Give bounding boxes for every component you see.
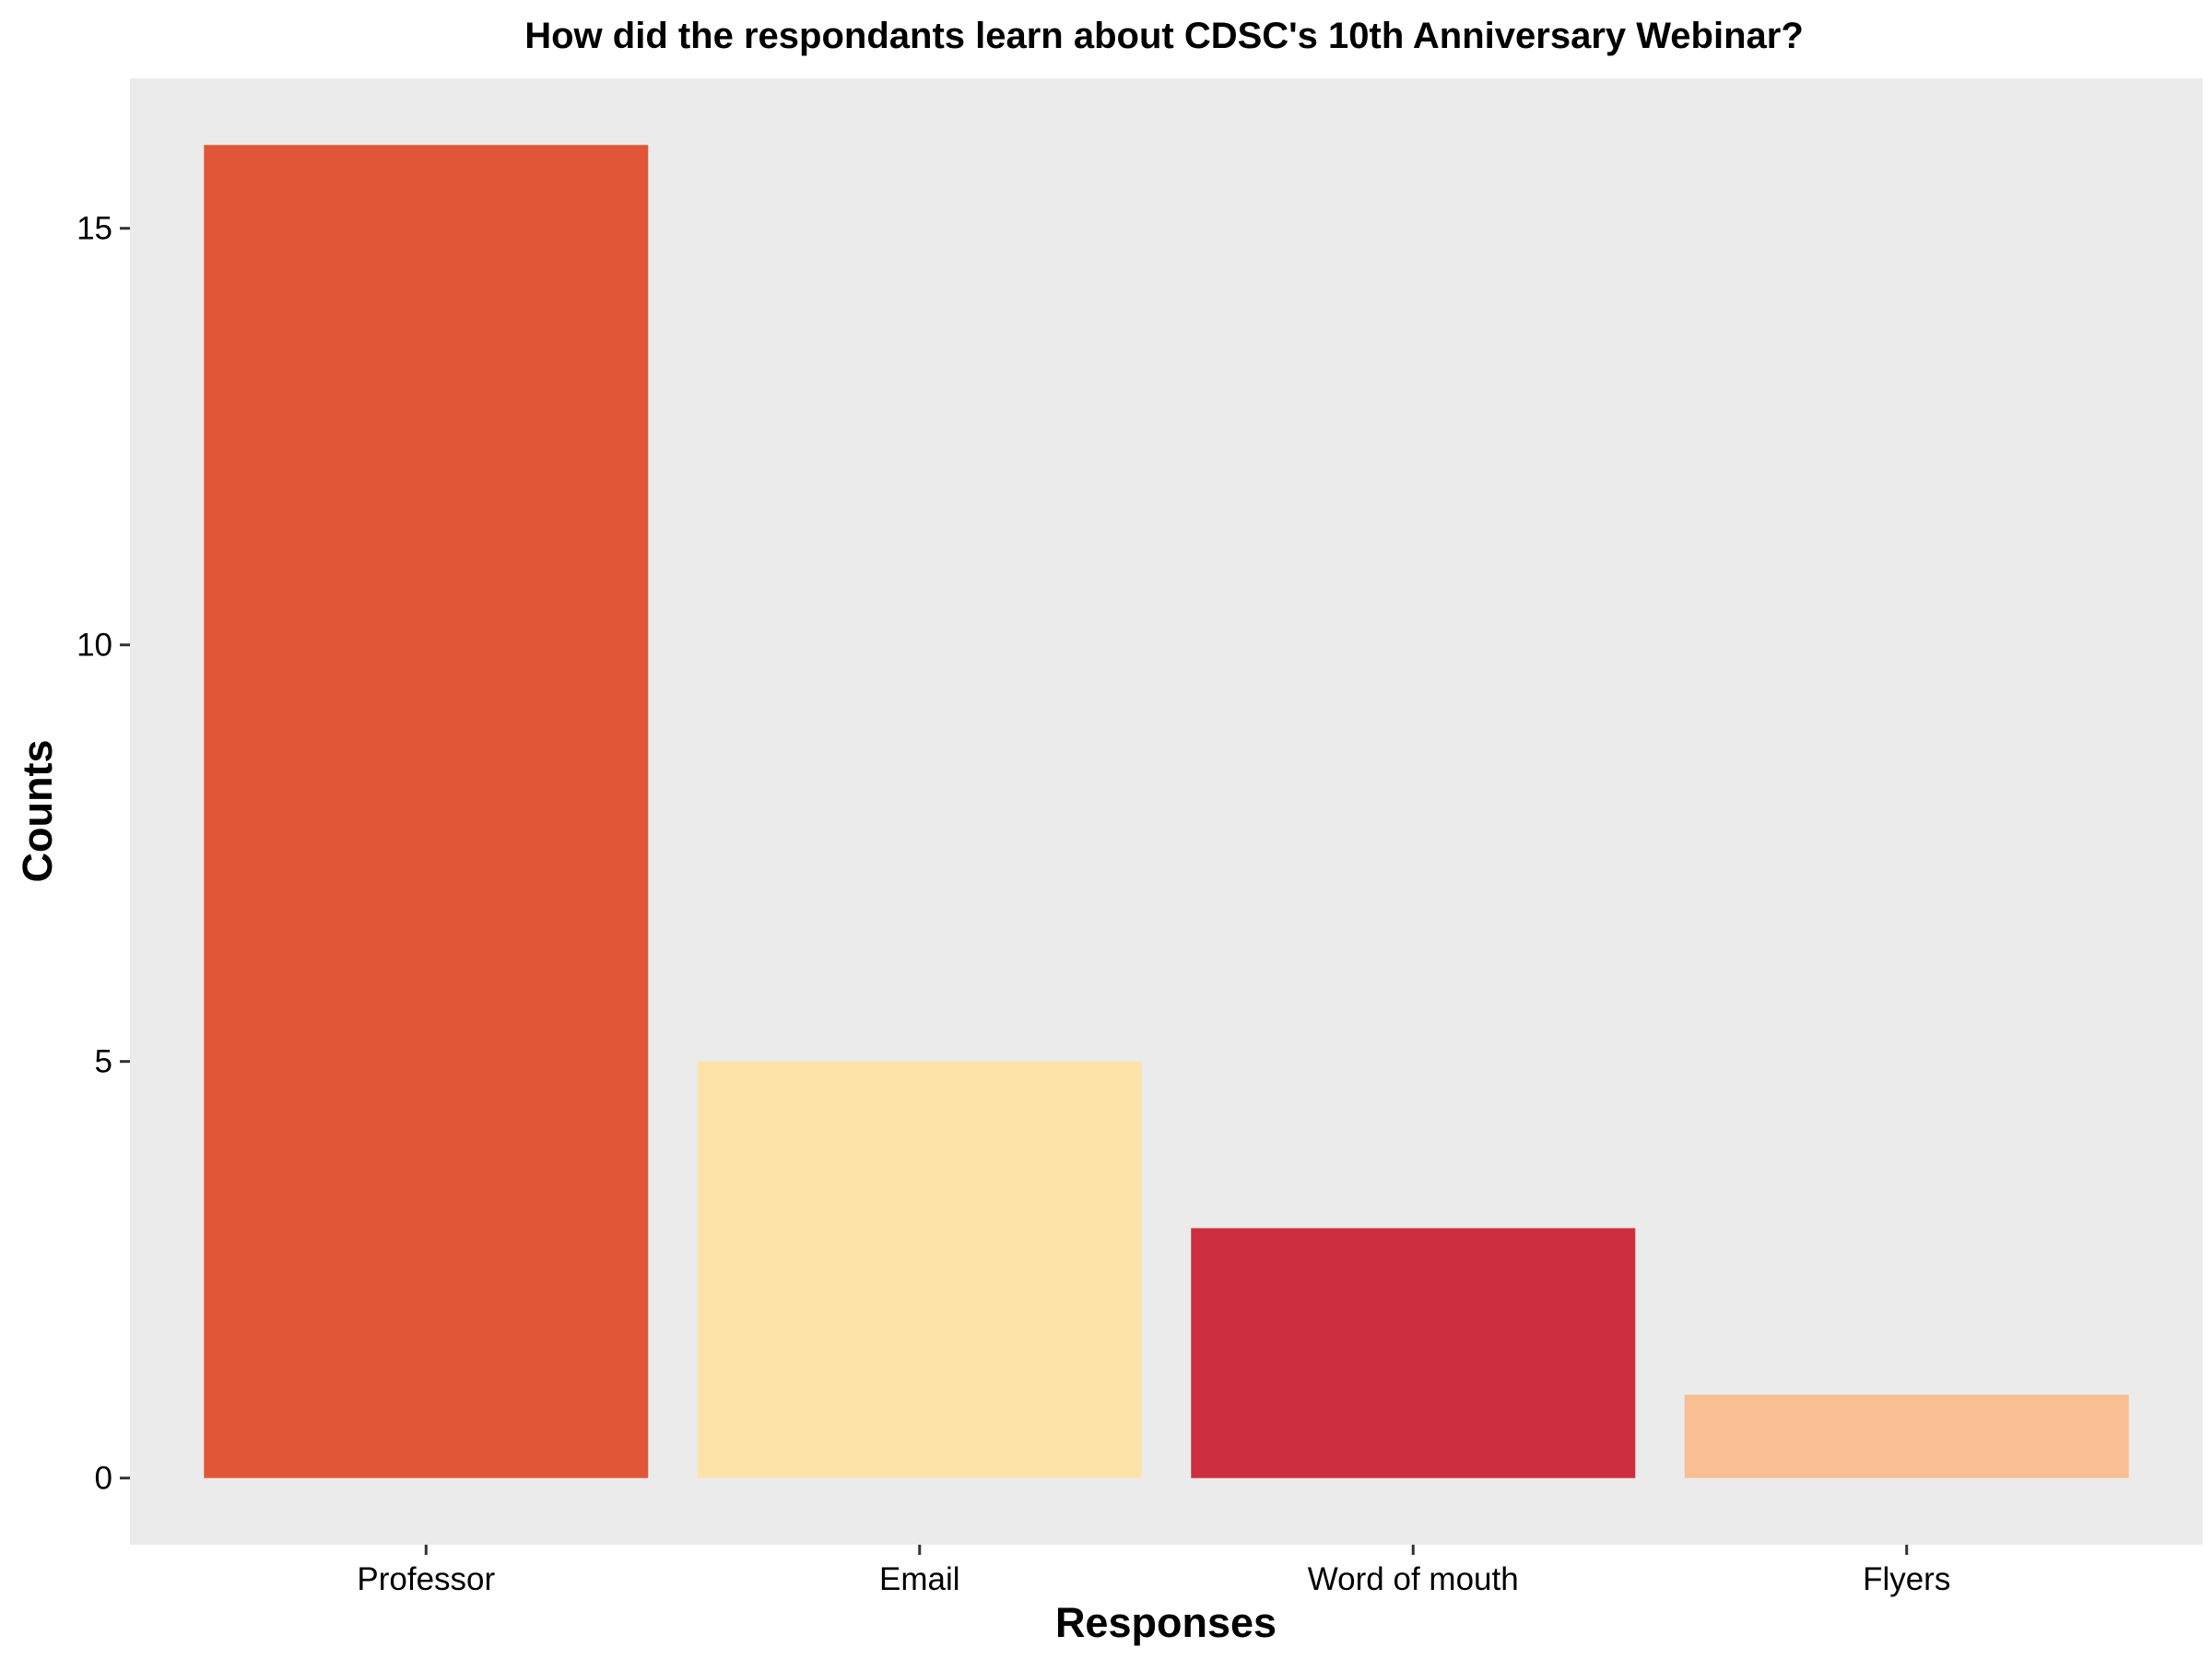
bars-group xyxy=(204,145,2129,1478)
bar-word-of-mouth xyxy=(1191,1228,1636,1478)
y-axis: 0 5 10 15 xyxy=(76,211,130,1497)
y-tick-label-0: 0 xyxy=(95,1461,112,1497)
bar-email xyxy=(697,1061,1142,1478)
y-tick-label-5: 5 xyxy=(95,1044,112,1080)
x-tick-label-professor: Professor xyxy=(357,1561,495,1597)
x-tick-label-word-of-mouth: Word of mouth xyxy=(1308,1561,1519,1597)
x-axis: Professor Email Word of mouth Flyers xyxy=(357,1545,1950,1597)
bar-professor xyxy=(204,145,649,1478)
x-tick-label-email: Email xyxy=(879,1561,960,1597)
x-axis-title: Responses xyxy=(1055,1599,1277,1646)
y-axis-title: Counts xyxy=(14,740,61,883)
y-tick-label-10: 10 xyxy=(76,628,112,664)
bar-flyers xyxy=(1684,1394,2129,1478)
x-tick-label-flyers: Flyers xyxy=(1863,1561,1950,1597)
y-tick-label-15: 15 xyxy=(76,211,112,247)
chart-title: How did the respondants learn about CDSC… xyxy=(524,16,1804,56)
